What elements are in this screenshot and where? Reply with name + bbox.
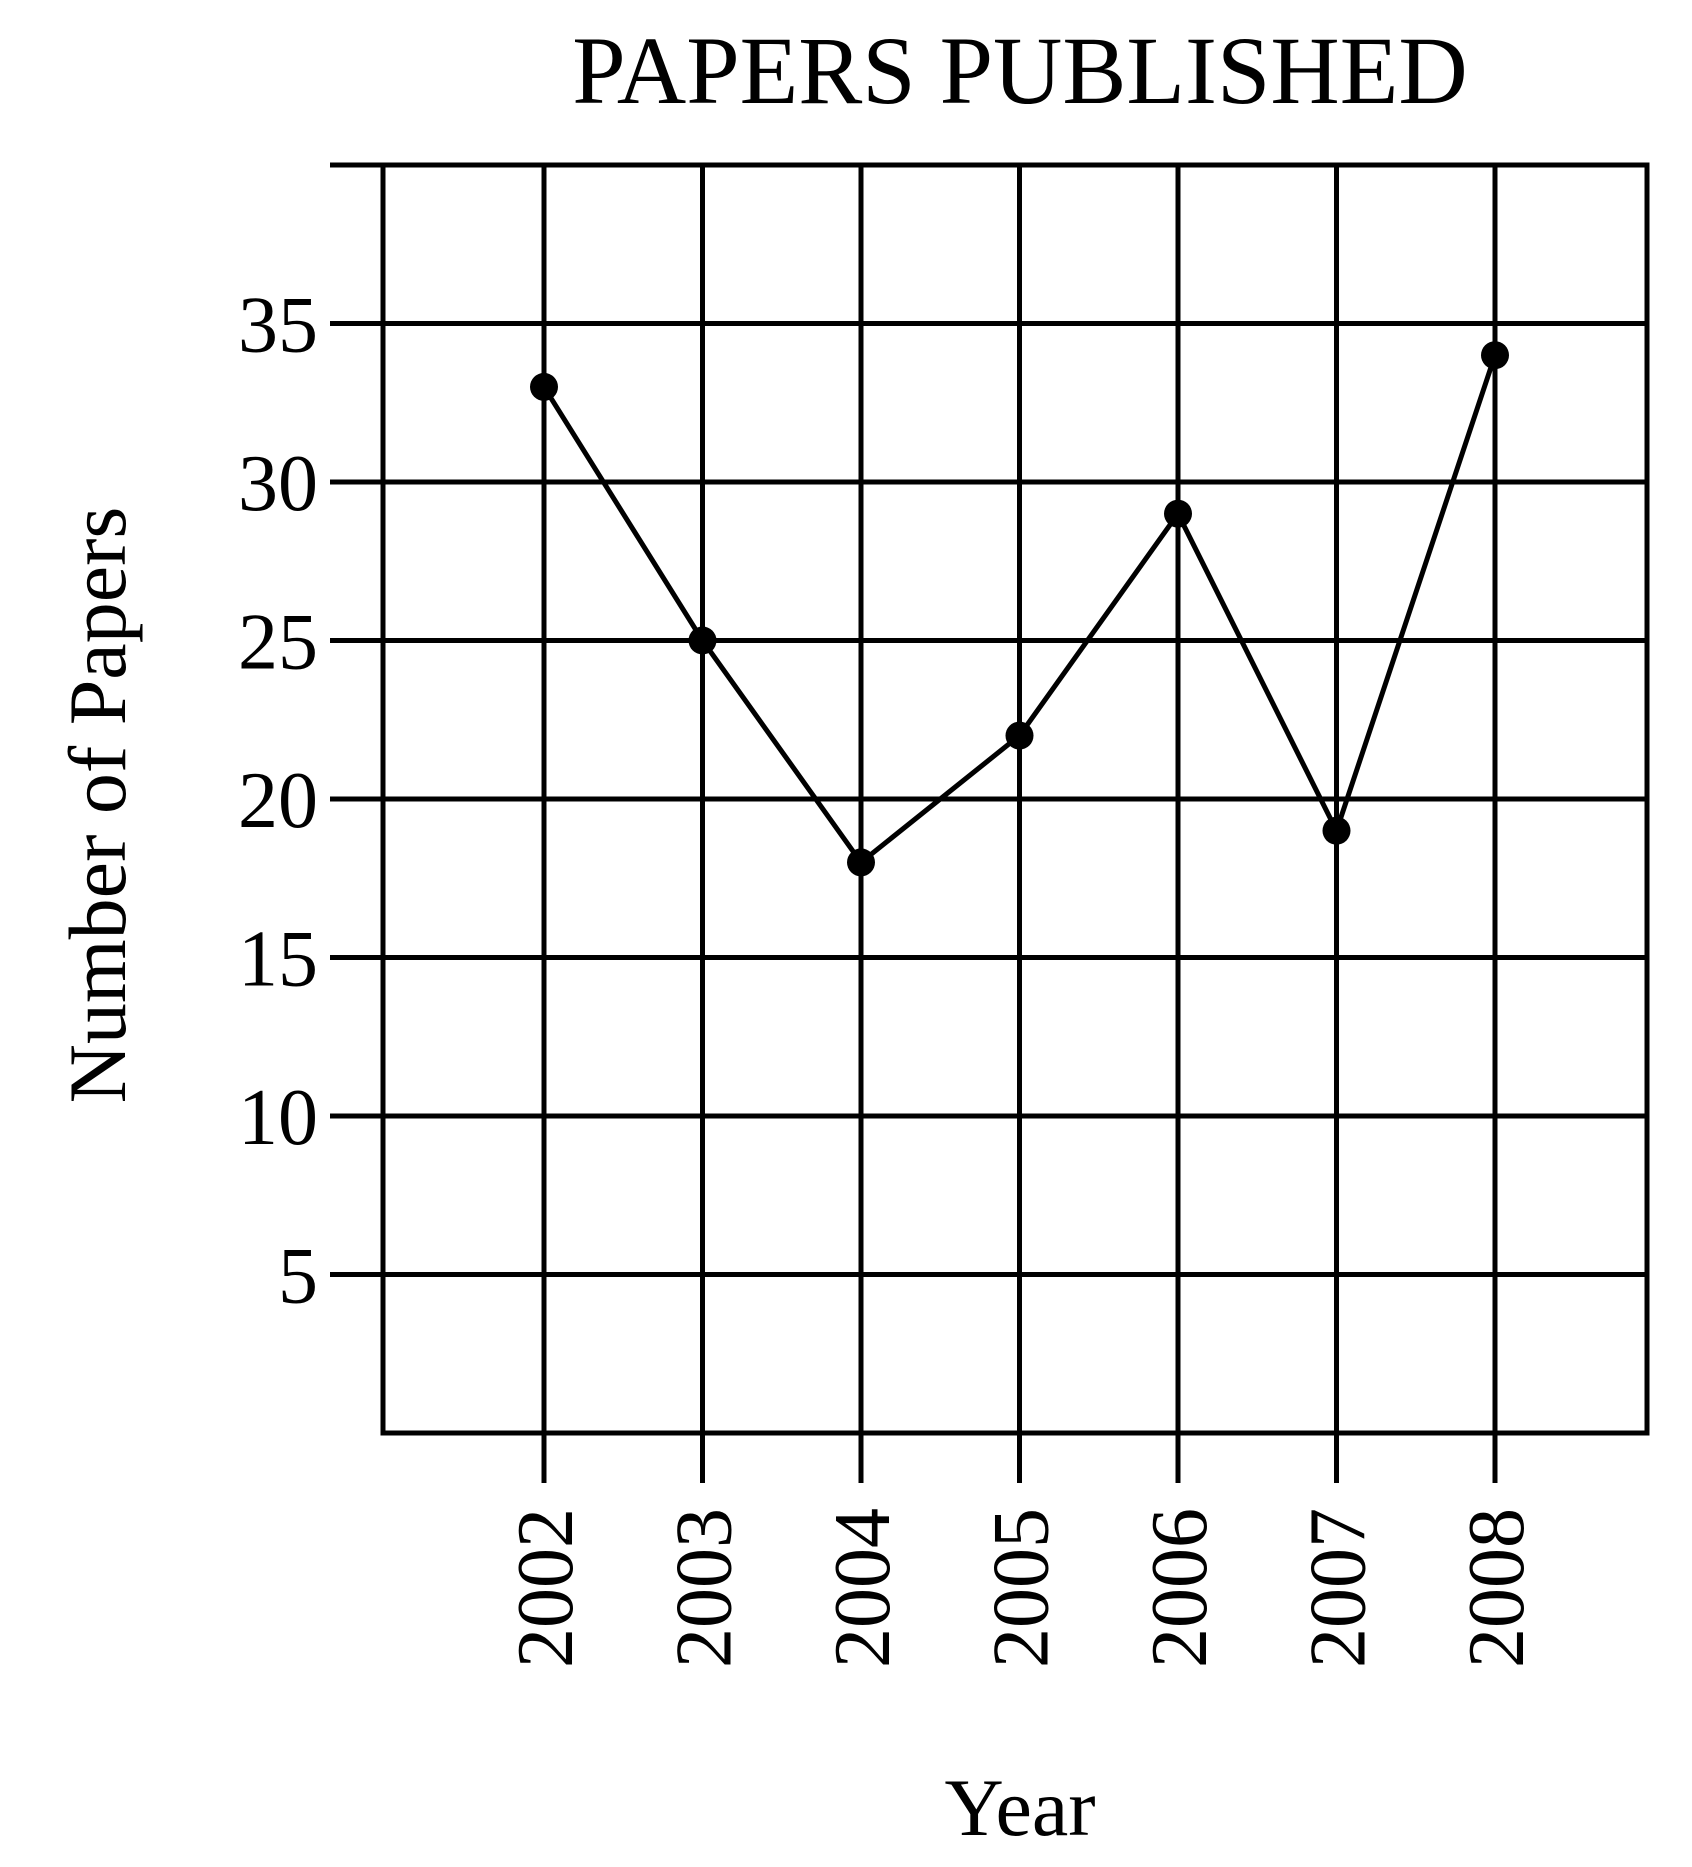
data-point <box>1481 341 1509 370</box>
data-point <box>1322 816 1351 845</box>
y-tick-label: 25 <box>238 599 318 687</box>
y-axis-label: Number of Papers <box>52 507 143 1104</box>
x-tick-label: 2008 <box>1453 1508 1541 1668</box>
x-tick-label: 2005 <box>978 1508 1066 1668</box>
data-point <box>688 626 717 655</box>
x-tick-label: 2006 <box>1136 1508 1224 1668</box>
chart-title: PAPERS PUBLISHED <box>572 17 1467 124</box>
data-point <box>530 372 558 401</box>
x-tick-label: 2004 <box>819 1508 907 1668</box>
data-point <box>1164 499 1192 528</box>
y-tick-label: 15 <box>238 916 318 1004</box>
x-axis-label: Year <box>944 1762 1095 1853</box>
plot-frame <box>380 162 1650 1436</box>
y-tick-label: 30 <box>238 440 318 528</box>
x-tick-label: 2003 <box>661 1508 749 1668</box>
grid <box>330 162 1650 1483</box>
x-axis-ticks: 2002 2003 2004 2005 2006 2007 2008 <box>502 1508 1541 1668</box>
data-point <box>1005 721 1034 750</box>
data-point <box>847 848 875 877</box>
series <box>530 341 1509 877</box>
y-tick-label: 35 <box>238 282 318 370</box>
y-tick-label: 5 <box>278 1233 318 1321</box>
y-tick-label: 20 <box>238 757 318 845</box>
x-tick-label: 2007 <box>1295 1508 1383 1668</box>
y-tick-label: 10 <box>238 1074 318 1162</box>
y-axis-ticks: 5 10 15 20 25 30 35 <box>238 282 318 1321</box>
x-tick-label: 2002 <box>502 1508 590 1668</box>
